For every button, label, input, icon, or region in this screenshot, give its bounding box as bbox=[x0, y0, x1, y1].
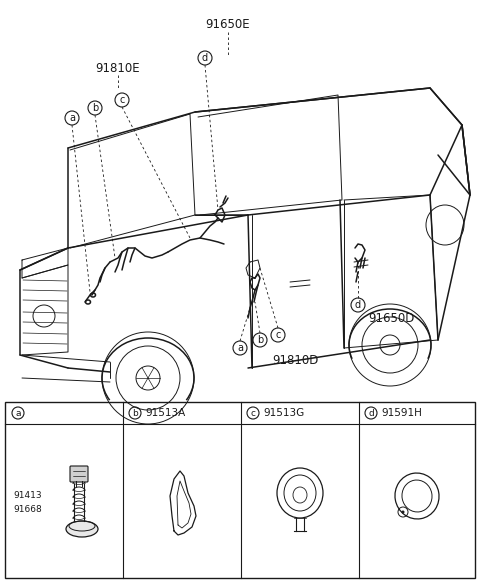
Text: a: a bbox=[15, 408, 21, 418]
Text: c: c bbox=[251, 408, 255, 418]
Text: 91650E: 91650E bbox=[206, 19, 250, 31]
Text: 91810E: 91810E bbox=[96, 62, 140, 74]
Text: a: a bbox=[69, 113, 75, 123]
FancyBboxPatch shape bbox=[70, 466, 88, 482]
Text: b: b bbox=[92, 103, 98, 113]
Text: 91650D: 91650D bbox=[368, 311, 414, 325]
Text: c: c bbox=[120, 95, 125, 105]
Text: a: a bbox=[237, 343, 243, 353]
Text: 91513G: 91513G bbox=[263, 408, 304, 418]
Text: 91591H: 91591H bbox=[381, 408, 422, 418]
Text: 91810D: 91810D bbox=[272, 353, 318, 367]
Text: 91413: 91413 bbox=[13, 492, 42, 500]
Text: 91513A: 91513A bbox=[145, 408, 185, 418]
Circle shape bbox=[401, 511, 405, 514]
Text: b: b bbox=[132, 408, 138, 418]
Bar bbox=[5, 402, 475, 578]
Text: b: b bbox=[257, 335, 263, 345]
Text: c: c bbox=[276, 330, 281, 340]
Text: d: d bbox=[355, 300, 361, 310]
Text: 91668: 91668 bbox=[13, 504, 42, 514]
Text: d: d bbox=[368, 408, 374, 418]
Text: d: d bbox=[202, 53, 208, 63]
Ellipse shape bbox=[66, 521, 98, 537]
